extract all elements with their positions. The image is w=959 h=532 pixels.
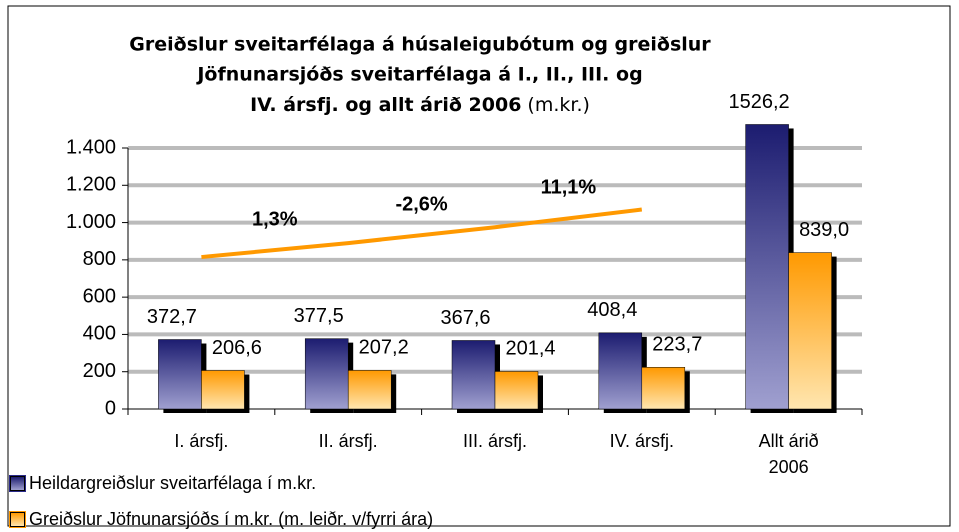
annotation: 11,1% xyxy=(541,177,597,199)
chart-title: Greiðslur sveitarfélaga á húsaleigubótum… xyxy=(129,34,711,56)
y-tick-label: 0 xyxy=(105,397,116,419)
legend-label: Greiðslur Jöfnunarsjóðs í m.kr. (m. leið… xyxy=(29,509,434,529)
data-label: 1526,2 xyxy=(729,91,790,113)
data-label: 206,6 xyxy=(212,337,262,359)
y-tick-label: 600 xyxy=(83,285,116,307)
annotation: 1,3% xyxy=(252,208,298,230)
bar xyxy=(347,370,392,410)
y-tick-label: 1.400 xyxy=(66,136,116,158)
bar xyxy=(598,332,643,410)
bar xyxy=(451,340,496,410)
data-label: 839,0 xyxy=(799,219,849,241)
y-tick-label: 1.000 xyxy=(66,211,116,233)
y-tick-label: 800 xyxy=(83,248,116,270)
data-label: 377,5 xyxy=(294,305,344,327)
legend-swatch xyxy=(9,475,26,492)
bar xyxy=(788,252,832,410)
annotation: -2,6% xyxy=(395,193,447,215)
bar xyxy=(304,338,349,410)
x-tick-label: IV. ársfj. xyxy=(609,431,674,451)
x-tick-label: Allt árið 2006 xyxy=(758,431,819,477)
x-tick-label: II. ársfj. xyxy=(318,431,378,451)
data-label: 223,7 xyxy=(652,334,702,356)
data-label: 201,4 xyxy=(505,338,555,360)
x-tick-label: I. ársfj. xyxy=(174,431,229,451)
bar xyxy=(745,124,789,410)
y-tick-label: 400 xyxy=(83,323,116,345)
bar xyxy=(158,339,202,410)
y-tick-label: 200 xyxy=(83,360,116,382)
legend-item: Greiðslur Jöfnunarsjóðs í m.kr. (m. leið… xyxy=(9,509,434,530)
bar xyxy=(641,367,686,410)
chart-title: IV. ársfj. og allt árið 2006 xyxy=(250,94,521,116)
data-label: 207,2 xyxy=(359,337,409,359)
legend-label: Heildargreiðslur sveitarfélaga í m.kr. xyxy=(29,473,317,493)
data-label: 372,7 xyxy=(147,306,197,328)
bar xyxy=(201,370,245,410)
chart-subtitle: (m.kr.) xyxy=(527,94,589,116)
y-tick-label: 1.200 xyxy=(66,174,116,196)
legend-item: Heildargreiðslur sveitarfélaga í m.kr. xyxy=(9,473,317,494)
trend-line xyxy=(201,207,643,260)
data-label: 408,4 xyxy=(587,299,637,321)
chart-title: Jöfnunarsjóðs sveitarfélaga á I., II., I… xyxy=(195,64,642,86)
frame xyxy=(7,5,951,527)
data-label: 367,6 xyxy=(440,307,490,329)
bar xyxy=(494,371,539,410)
chart-title: IV. ársfj. og allt árið 2006 (m.kr.) xyxy=(250,94,590,116)
x-tick-label: III. ársfj. xyxy=(462,431,527,451)
legend-swatch xyxy=(9,511,26,528)
